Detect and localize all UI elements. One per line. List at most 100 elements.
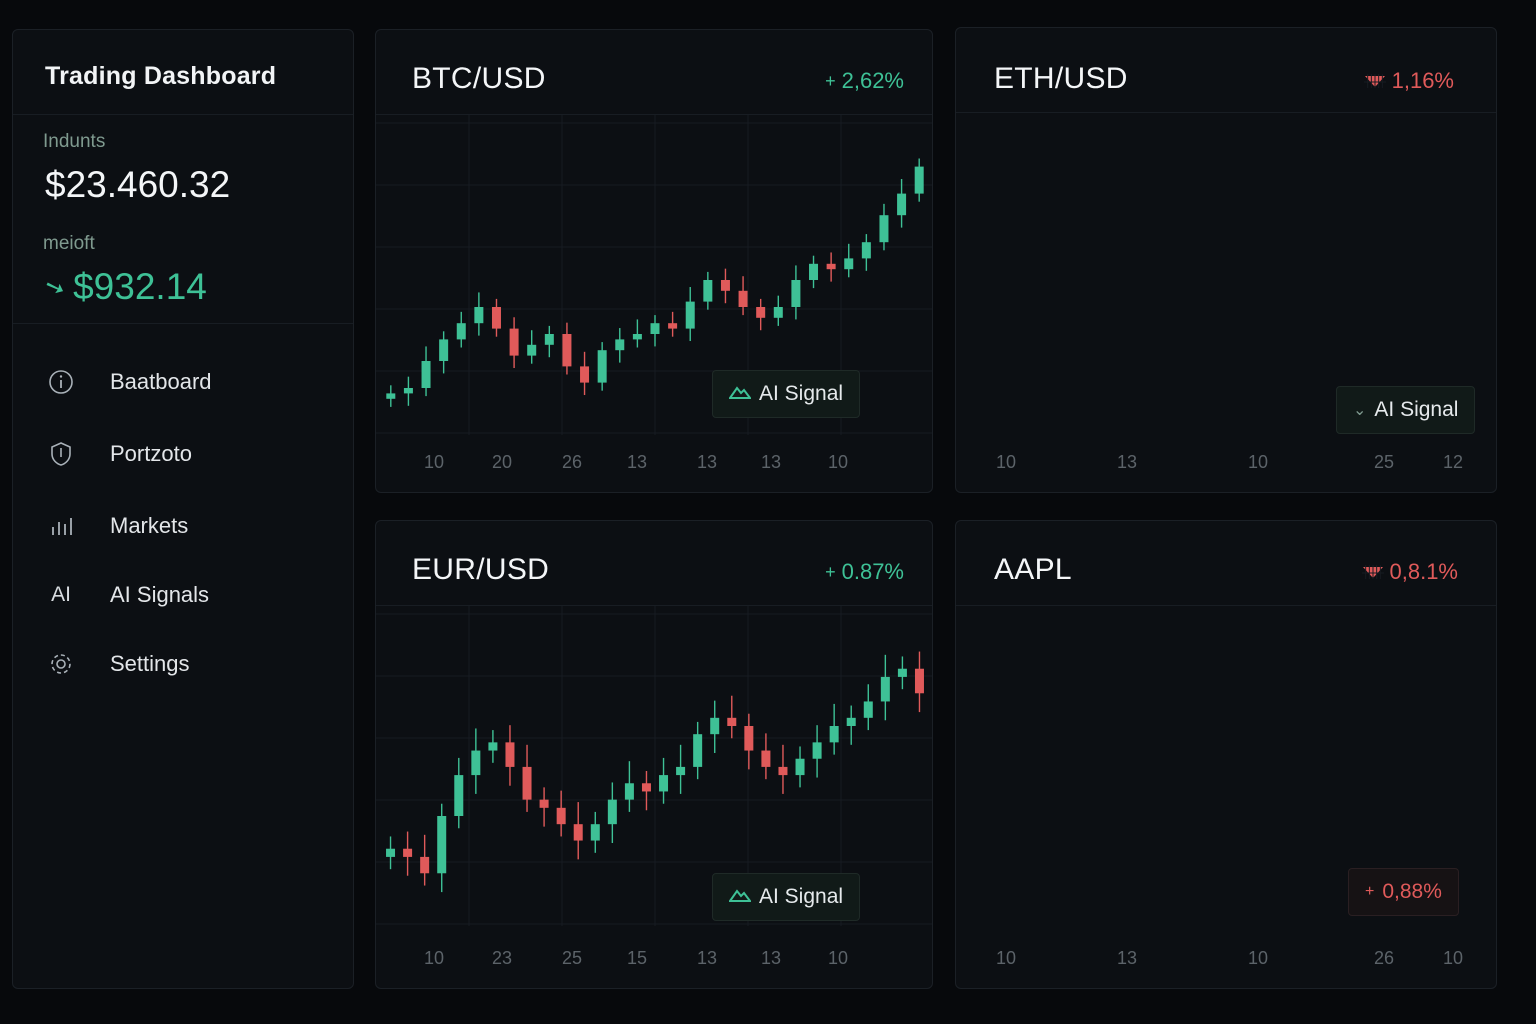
candle [491, 307, 501, 329]
candle [474, 307, 484, 324]
divider [13, 114, 353, 115]
x-axis-tick: 25 [1373, 452, 1395, 472]
x-axis-tick: 10 [827, 948, 849, 968]
candlestick-chart [376, 606, 932, 926]
candle [590, 824, 600, 841]
divider [956, 112, 1496, 113]
chart-panel-eur[interactable]: EUR/USD + 0.87% AI Signal 10 23 25 15 13 13 10 [375, 520, 933, 989]
change-value: 0.87% [841, 559, 904, 584]
sidebar-item-label: Settings [110, 651, 190, 676]
x-axis-tick: 26 [1373, 948, 1395, 968]
candle [607, 799, 617, 825]
account-label: Indunts [43, 131, 106, 152]
candle [509, 328, 519, 356]
sidebar-item-dashboard[interactable]: Baatboard [13, 360, 353, 404]
divider [956, 605, 1496, 606]
candle [668, 323, 678, 329]
candle [632, 334, 642, 340]
candle [826, 263, 836, 270]
chart-panel-eth[interactable]: ETH/USD 1,16% ⌄ AI Signal 10 13 10 25 12 [955, 27, 1497, 493]
candle [471, 750, 481, 776]
chart-panel-btc[interactable]: BTC/USD + 2,62% AI Signal 10 20 26 13 13 13 10 [375, 29, 933, 493]
x-axis-tick: 10 [995, 452, 1017, 472]
symbol-title: EUR/USD [412, 553, 550, 586]
x-axis-tick: 10 [1247, 948, 1269, 968]
candle [710, 717, 720, 735]
chart-panel-aapl[interactable]: AAPL 0,8.1% + 0,88% 10 13 10 26 10 [955, 520, 1497, 989]
x-axis-tick: 13 [1116, 452, 1138, 472]
candle [597, 350, 607, 383]
candle [685, 301, 695, 329]
candle [844, 258, 854, 270]
plus-icon: + [1365, 883, 1375, 900]
candle [744, 726, 754, 751]
candle [573, 824, 583, 841]
mountain-icon [728, 885, 752, 909]
change-value: 1,16% [1391, 68, 1454, 93]
price-change: 0,8.1% [1361, 559, 1458, 885]
candle [505, 742, 515, 767]
plus-icon: + [825, 70, 836, 91]
sidebar-item-label: AI Signals [110, 582, 210, 607]
candle [562, 334, 572, 367]
sidebar-item-ai-signals[interactable]: AI AI Signals [13, 573, 353, 617]
x-axis-tick: 13 [760, 452, 782, 472]
ai-signal-button[interactable]: AI Signal [712, 873, 861, 921]
gear-icon [47, 650, 75, 678]
bar-chart-icon [47, 512, 75, 540]
candle [386, 393, 396, 399]
pnl-label: meioft [43, 233, 95, 254]
candle [420, 856, 430, 874]
candle [738, 290, 748, 307]
divider [376, 605, 932, 606]
x-axis-tick: 12 [1442, 452, 1464, 472]
symbol-title: AAPL [994, 553, 1072, 586]
candle [386, 848, 396, 857]
candle [880, 676, 890, 702]
candle [650, 323, 660, 334]
account-balance: $23.460.32 [45, 164, 231, 205]
candle [846, 717, 856, 726]
x-axis-tick: 13 [1116, 948, 1138, 968]
x-axis-tick: 10 [1247, 452, 1269, 472]
candle [809, 263, 819, 280]
ai-signal-button[interactable]: ⌄ AI Signal [1336, 386, 1476, 434]
sidebar-item-label: Markets [110, 513, 189, 538]
chevron-down-icon: ⌄ [1353, 402, 1367, 419]
candle [720, 280, 730, 291]
candle [659, 775, 669, 792]
candle [522, 766, 532, 800]
candle [879, 215, 889, 243]
x-axis-tick: 13 [626, 452, 648, 472]
candle [615, 339, 625, 351]
ai-signal-button[interactable]: AI Signal [712, 370, 861, 418]
candle [437, 816, 447, 874]
candle [812, 742, 822, 759]
sidebar-item-portfolio[interactable]: Portzoto [13, 432, 353, 476]
divider [13, 323, 353, 324]
shield-icon [47, 440, 75, 468]
candle [703, 280, 713, 302]
candle [454, 775, 464, 816]
x-axis-tick: 10 [1442, 948, 1464, 968]
price-change: + 2,62% [825, 68, 904, 94]
symbol-title: BTC/USD [412, 62, 546, 95]
change-badge: + 0,88% [1348, 868, 1459, 916]
x-axis-tick: 10 [423, 452, 445, 472]
candle [914, 668, 924, 694]
sidebar-item-label: Baatboard [110, 369, 212, 394]
price-change: 1,16% [1363, 68, 1454, 394]
candle [773, 307, 783, 318]
candle [829, 726, 839, 743]
ai-icon: AI [51, 583, 71, 606]
signal-label: AI Signal [759, 885, 844, 908]
sidebar-item-markets[interactable]: Markets [13, 504, 353, 548]
x-axis-tick: 20 [491, 452, 513, 472]
candle [488, 742, 498, 751]
x-axis-tick: 13 [760, 948, 782, 968]
mountain-icon [728, 382, 752, 406]
candle [544, 334, 554, 345]
x-axis-tick: 10 [995, 948, 1017, 968]
price-change: + 0.87% [825, 559, 904, 585]
sidebar-item-settings[interactable]: Settings [13, 642, 353, 686]
